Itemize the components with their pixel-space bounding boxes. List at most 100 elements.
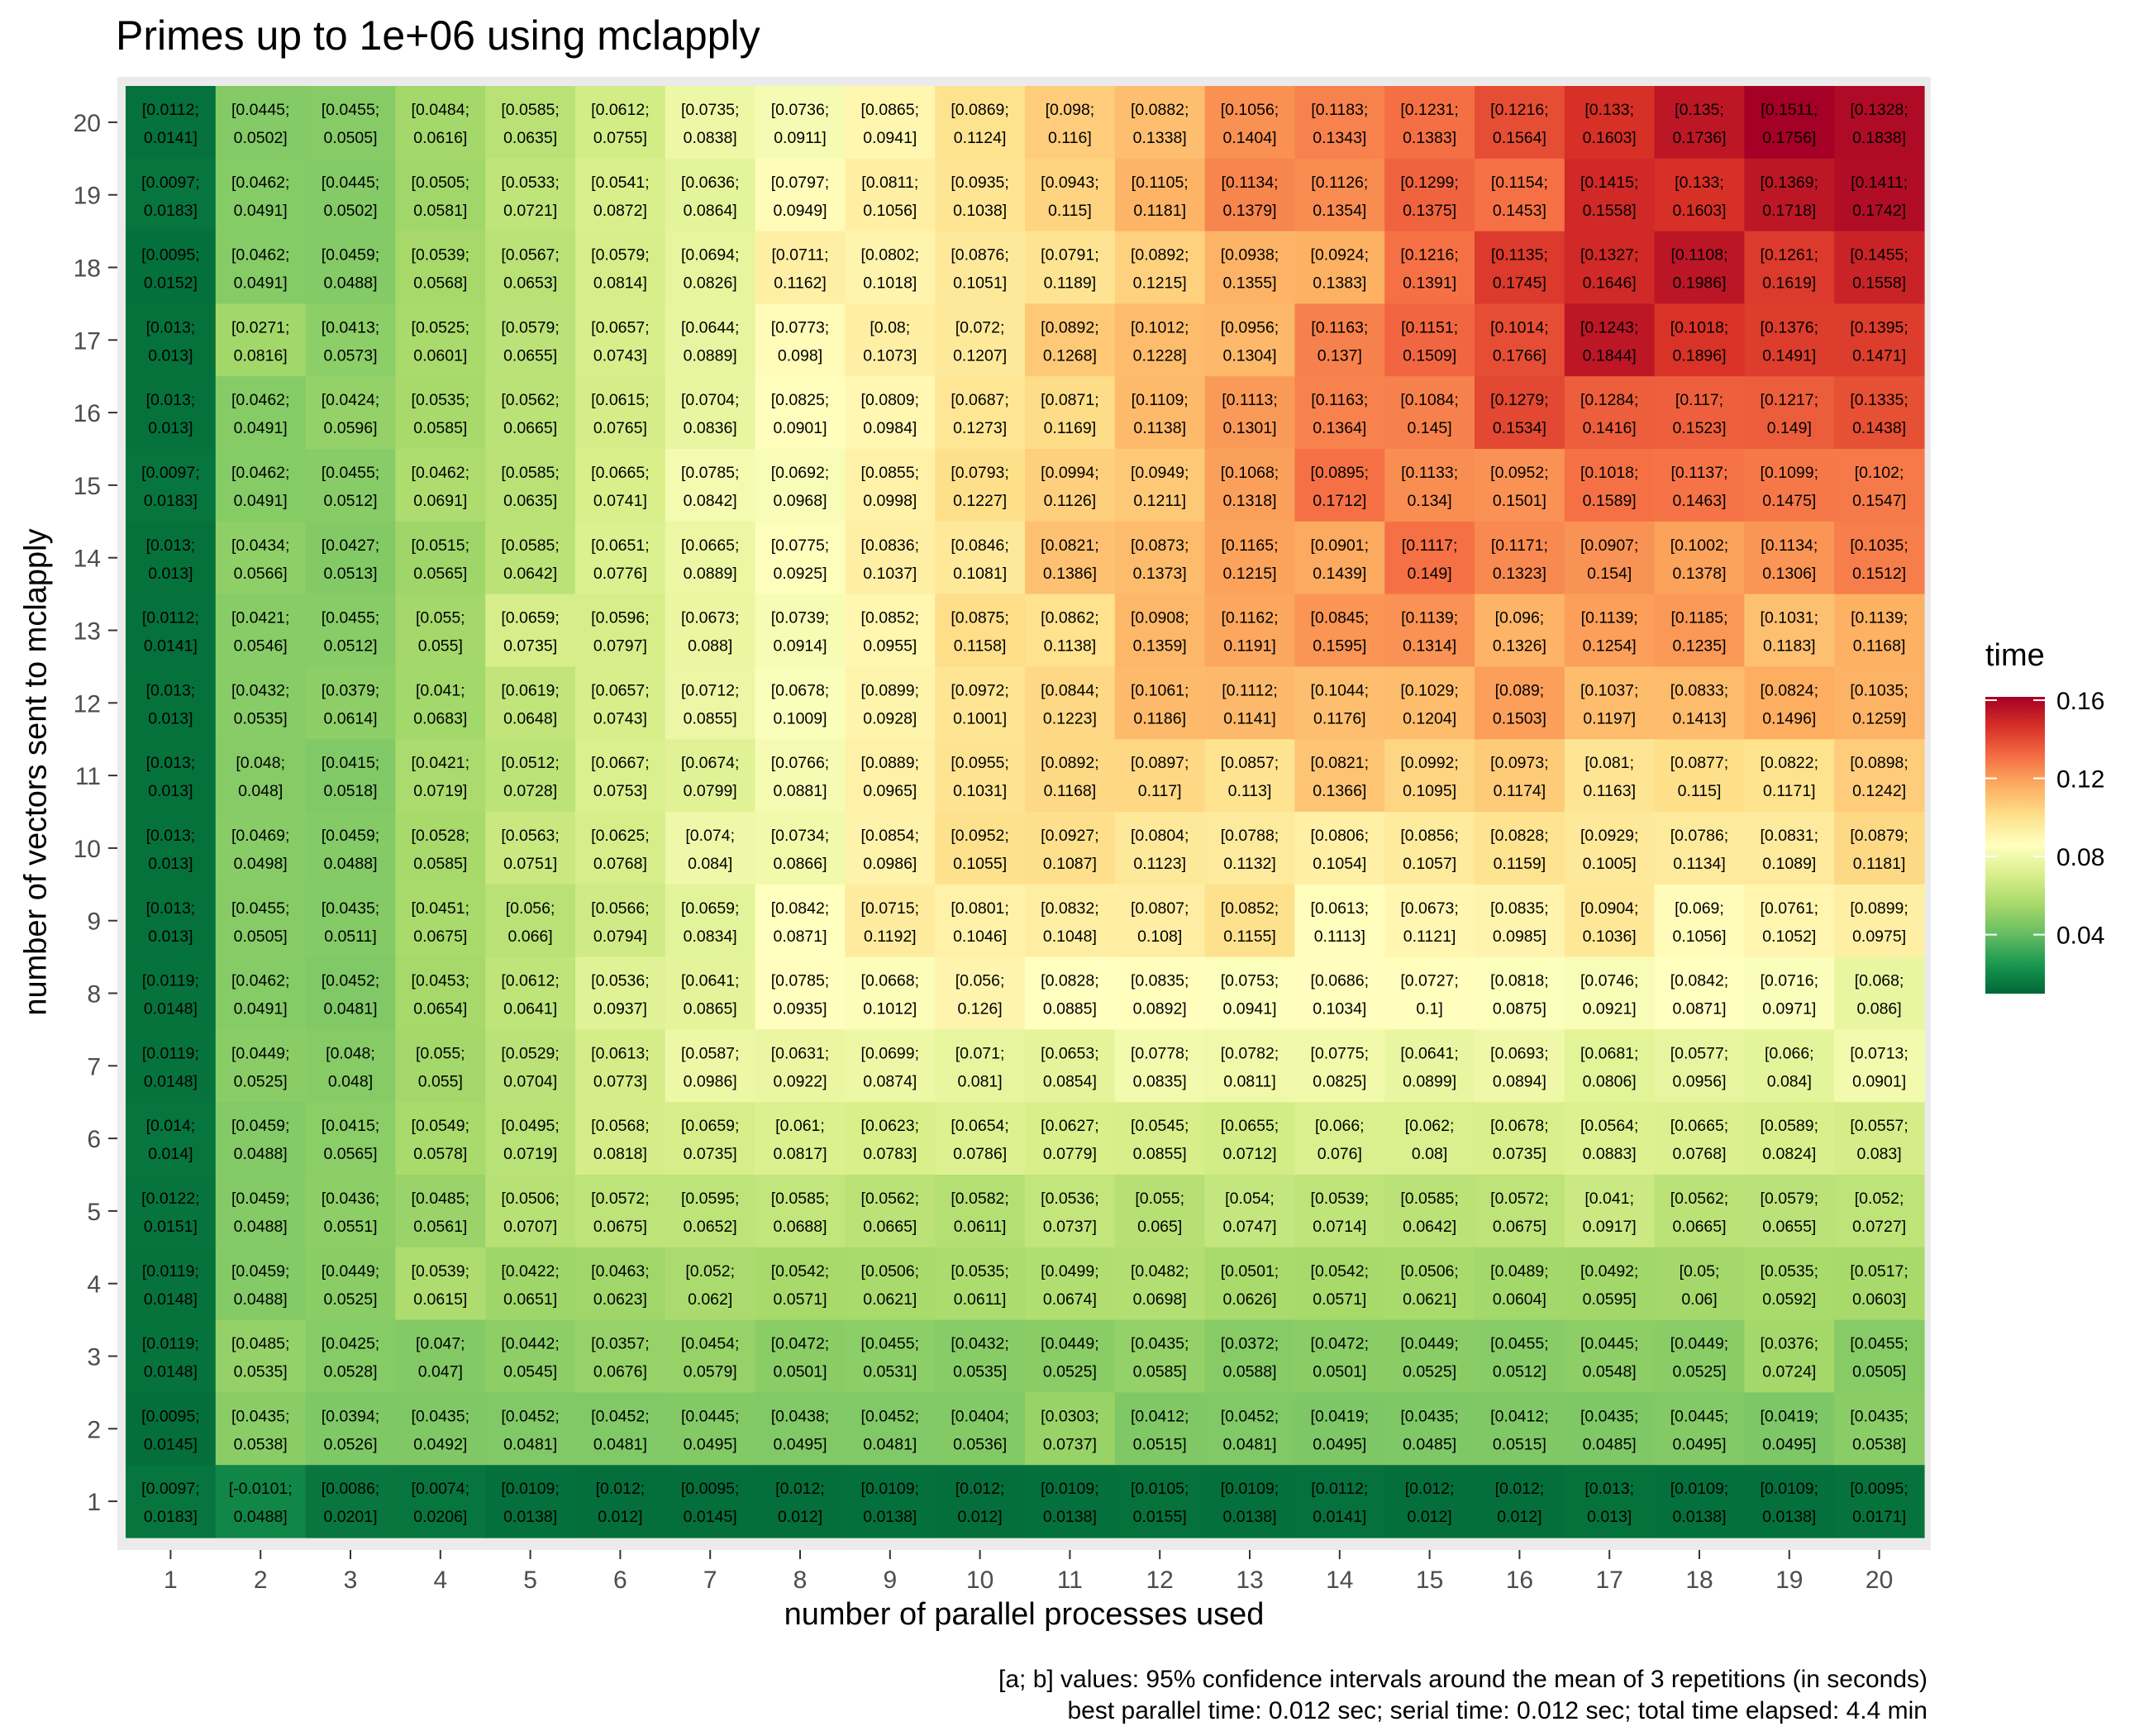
cell-label-upper: 0.1268] [1043, 346, 1097, 365]
cell-label-upper: 0.1089] [1762, 855, 1816, 873]
cell-label-lower: [0.1165; [1221, 537, 1278, 555]
heatmap-cell [1294, 956, 1385, 1030]
cell-label-lower: [0.0452; [861, 1407, 919, 1425]
cell-label-lower: [0.1137; [1670, 464, 1727, 482]
cell-label-lower: [0.0994; [1041, 464, 1098, 482]
cell-label-upper: 0.1564] [1493, 129, 1546, 147]
cell-label-upper: 0.0604] [1493, 1290, 1546, 1309]
y-axis-label: number of vectors sent to mclapply [18, 528, 54, 1016]
cell-label-upper: 0.1534] [1493, 419, 1546, 437]
cell-label-lower: [0.0376; [1761, 1335, 1818, 1353]
heatmap-cell [1294, 1175, 1385, 1248]
heatmap-cell [485, 449, 576, 522]
cell-label-upper: 0.08] [1412, 1145, 1447, 1163]
cell-label-lower: [0.0485; [412, 1190, 469, 1208]
cell-label-upper: 0.1132] [1223, 855, 1276, 873]
cell-label-lower: [0.0459; [231, 1262, 289, 1281]
cell-label-lower: [0.0404; [951, 1407, 1008, 1425]
cell-label-upper: 0.0141] [1313, 1508, 1366, 1526]
heatmap-cell [665, 231, 756, 304]
heatmap-cell [1744, 521, 1835, 595]
heatmap-cell [126, 812, 217, 885]
heatmap-cell [1204, 376, 1295, 450]
heatmap-cell [126, 521, 217, 595]
cell-label-lower: [0.0699; [861, 1044, 919, 1062]
heatmap-cell [1475, 666, 1565, 740]
heatmap-cell [845, 376, 936, 450]
cell-label-lower: [0.013; [1584, 1480, 1634, 1498]
cell-label-lower: [0.012; [775, 1480, 825, 1498]
cell-label-lower: [0.0681; [1580, 1044, 1638, 1062]
heatmap-cell [1025, 303, 1116, 377]
heatmap-cell [845, 449, 936, 522]
heatmap-cell [1294, 376, 1385, 450]
cell-label-lower: [0.0449; [1041, 1335, 1098, 1353]
cell-label-upper: 0.1304] [1222, 346, 1276, 365]
cell-label-lower: [0.0463; [591, 1262, 649, 1281]
heatmap-cell [1025, 1102, 1116, 1176]
heatmap-cell [215, 1392, 307, 1466]
heatmap-cell [1834, 594, 1925, 667]
heatmap-cell [935, 956, 1026, 1030]
cell-label-lower: [0.0955; [951, 754, 1008, 772]
cell-label-upper: 0.0665] [1672, 1218, 1726, 1236]
heatmap-cell [1114, 884, 1206, 958]
heatmap-cell [215, 594, 307, 667]
cell-label-lower: [0.0442; [501, 1335, 559, 1353]
heatmap-cell [1564, 1175, 1656, 1248]
legend-tick-label: 0.08 [2056, 844, 2104, 871]
heatmap-cell [126, 1175, 217, 1248]
y-tick-label: 11 [75, 763, 101, 790]
cell-label-lower: [0.0673; [681, 609, 739, 627]
cell-label-lower: [0.0529; [501, 1044, 559, 1062]
cell-label-lower: [0.0746; [1580, 972, 1638, 990]
cell-label-lower: [0.0459; [231, 1117, 289, 1135]
cell-label-lower: [0.0445; [1670, 1407, 1728, 1425]
heatmap-cell [1025, 1392, 1116, 1466]
cell-label-upper: 0.012] [778, 1508, 822, 1526]
cell-label-upper: 0.0151] [144, 1218, 198, 1236]
cell-label-lower: [0.0673; [1400, 899, 1458, 918]
cell-label-upper: 0.0654] [413, 1000, 467, 1018]
heatmap-cell [665, 1392, 756, 1466]
cell-label-lower: [0.0074; [412, 1480, 469, 1498]
cell-label-lower: [0.0459; [322, 246, 379, 265]
cell-label-lower: [0.1415; [1580, 174, 1638, 192]
cell-label-upper: 0.1439] [1313, 565, 1366, 583]
heatmap-cell [935, 449, 1026, 522]
heatmap-cell [1384, 1465, 1475, 1538]
y-tick-label: 7 [87, 1053, 101, 1080]
cell-label-upper: 0.0145] [684, 1508, 737, 1526]
cell-label-upper: 0.0719] [413, 782, 467, 800]
x-tick-label: 4 [433, 1567, 447, 1594]
cell-label-upper: 0.1001] [953, 709, 1007, 727]
cell-label-upper: 0.0518] [323, 782, 377, 800]
heatmap-cell [1654, 1465, 1745, 1538]
cell-label-lower: [0.074; [685, 827, 735, 845]
cell-label-lower: [0.0828; [1490, 827, 1548, 845]
cell-label-lower: [0.013; [146, 681, 196, 699]
heatmap-cell [665, 376, 756, 450]
cell-label-upper: 0.0941] [1222, 1000, 1276, 1018]
cell-label-upper: 0.062] [688, 1290, 732, 1309]
heatmap-cell [665, 86, 756, 160]
heatmap-cell [305, 956, 396, 1030]
cell-label-upper: 0.066] [507, 928, 552, 946]
heatmap-cell [1834, 812, 1925, 885]
heatmap-cell [935, 1319, 1026, 1393]
heatmap-cell [1114, 1465, 1206, 1538]
cell-label-lower: [0.0445; [681, 1407, 739, 1425]
cell-label-upper: 0.0986] [684, 1072, 737, 1090]
cell-label-upper: 0.0485] [1403, 1435, 1456, 1453]
cell-label-upper: 0.014] [148, 1145, 193, 1163]
y-tick-label: 6 [87, 1126, 101, 1153]
cell-label-upper: 0.0698] [1133, 1290, 1187, 1309]
heatmap-cell [1834, 376, 1925, 450]
heatmap-cell [755, 521, 846, 595]
cell-label-upper: 0.0148] [144, 1000, 198, 1018]
heatmap-cell [755, 884, 846, 958]
heatmap-cell [1564, 86, 1656, 160]
cell-label-upper: 0.1235] [1672, 637, 1726, 656]
cell-label-lower: [0.0455; [1850, 1335, 1908, 1353]
